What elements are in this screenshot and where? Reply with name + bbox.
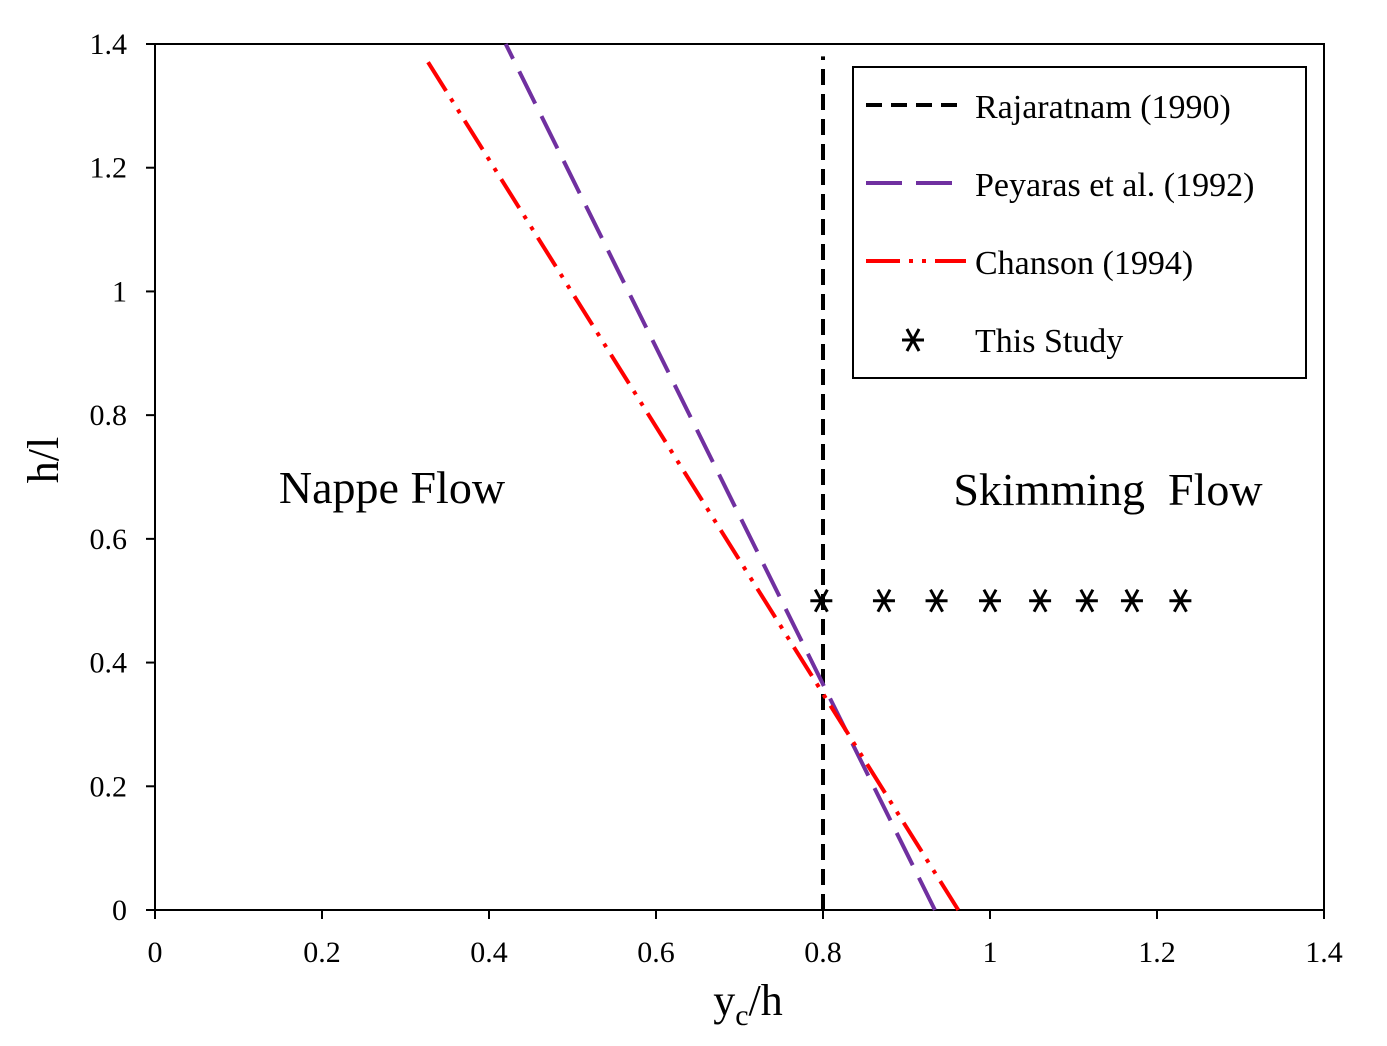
y-tick-label: 0.2	[90, 770, 128, 803]
x-tick-label: 0.8	[804, 936, 842, 969]
data-point-this-study	[979, 588, 1001, 613]
legend-swatch-this-study	[902, 328, 924, 352]
plot-layer: 0 0.2 0.4 0.6 0.8 1 1.2 1.4 0 0.2 0.4 0.6 0.8 1 1.2 1.4	[90, 28, 1343, 969]
x-tick-label: 1.4	[1305, 936, 1343, 969]
data-point-this-study	[1169, 588, 1192, 613]
plot-frame	[154, 43, 1325, 911]
legend-label-chanson: Chanson (1994)	[975, 245, 1193, 282]
x-tick-label: 1	[983, 936, 998, 969]
data-point-this-study	[810, 588, 833, 613]
x-tick-label: 0.6	[637, 936, 675, 969]
y-tick-label: 0.6	[90, 523, 128, 556]
data-point-this-study	[872, 588, 895, 613]
y-tick-label: 1.4	[90, 28, 128, 61]
legend-label-this-study: This Study	[975, 323, 1123, 360]
x-axis-title-subscript: c	[735, 999, 748, 1032]
x-tick-label: 0.4	[470, 936, 508, 969]
x-axis-title: yc/h	[713, 976, 783, 1032]
y-tick-label: 0.8	[90, 399, 128, 432]
y-tick-label: 1.2	[90, 152, 128, 185]
data-point-this-study	[925, 588, 948, 613]
series-line-peyaras-et-al-1992	[503, 43, 937, 911]
y-tick-label: 0	[112, 894, 127, 927]
x-tick-label: 1.2	[1138, 936, 1176, 969]
legend-label-peyaras: Peyaras et al. (1992)	[975, 167, 1254, 204]
x-axis-title-suffix: /h	[749, 976, 783, 1025]
x-axis-title-main: y	[713, 976, 735, 1025]
data-point-this-study	[1120, 588, 1143, 613]
legend-label-rajaratnam: Rajaratnam (1990)	[975, 89, 1231, 126]
x-tick-label: 0.2	[303, 936, 341, 969]
y-tick-label: 1	[112, 275, 127, 308]
y-axis-title: h/l	[19, 437, 68, 483]
x-tick-label: 0	[148, 936, 163, 969]
legend-box	[852, 66, 1307, 379]
series-line-chanson-1994	[424, 58, 960, 912]
region-label-skimming-flow: Skimming Flow	[953, 464, 1263, 515]
legend: Rajaratnam (1990) Peyaras et al. (1992) …	[852, 66, 1307, 379]
data-point-this-study	[1029, 588, 1052, 613]
data-point-this-study	[1075, 588, 1098, 613]
region-label-nappe-flow: Nappe Flow	[279, 462, 506, 513]
y-tick-label: 0.4	[90, 647, 128, 680]
